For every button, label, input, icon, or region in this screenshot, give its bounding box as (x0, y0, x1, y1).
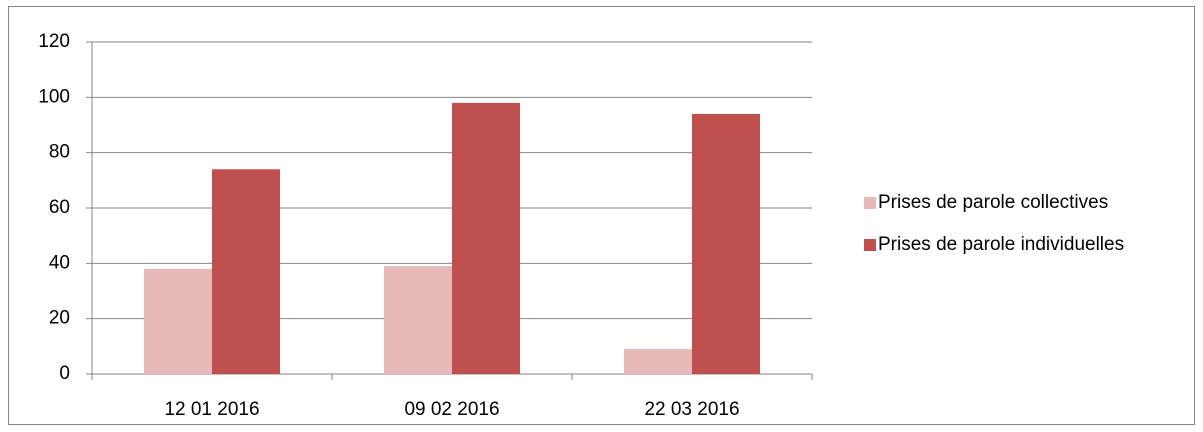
bar (144, 268, 212, 374)
y-tick-label: 0 (59, 363, 70, 384)
bar (384, 266, 452, 374)
legend-label: Prises de parole collectives (878, 192, 1108, 213)
y-tick-label: 80 (49, 142, 70, 163)
y-tick-label: 60 (49, 197, 70, 218)
y-tick-label: 20 (49, 308, 70, 329)
legend-label: Prises de parole individuelles (878, 234, 1124, 255)
x-tick-label: 12 01 2016 (164, 399, 259, 420)
x-tick-label: 09 02 2016 (404, 399, 499, 420)
legend-swatch (864, 239, 876, 251)
bar (212, 169, 280, 374)
y-tick-label: 120 (38, 31, 70, 52)
bar (692, 113, 760, 374)
bar (624, 349, 692, 374)
y-tick-label: 100 (38, 86, 70, 107)
bar (452, 102, 520, 374)
y-tick-label: 40 (49, 252, 70, 273)
x-tick-label: 22 03 2016 (644, 399, 739, 420)
legend-swatch (864, 197, 876, 209)
